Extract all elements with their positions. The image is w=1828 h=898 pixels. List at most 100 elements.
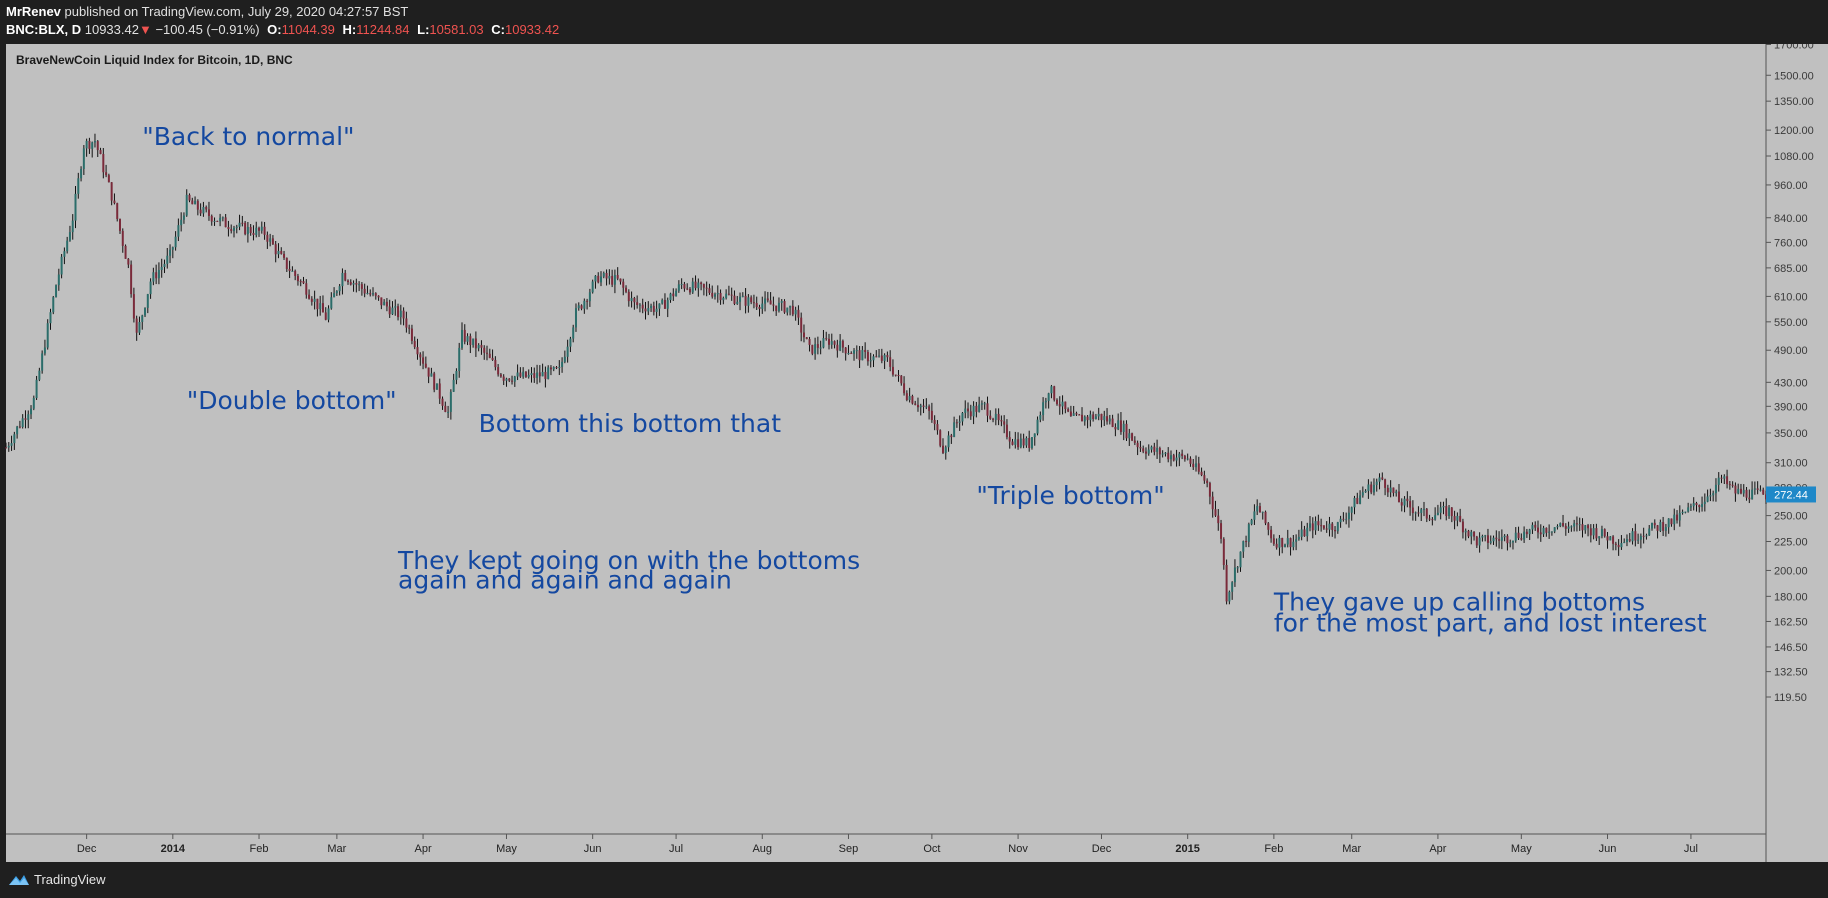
candle-body: [1587, 525, 1590, 529]
candle-body: [1128, 433, 1131, 439]
candle-body: [310, 298, 313, 302]
candle-body: [1631, 531, 1634, 542]
candle-body: [288, 268, 291, 271]
candle-body: [1556, 526, 1559, 528]
candle-body: [513, 376, 516, 382]
candle-body: [494, 359, 497, 368]
y-tick-label: 1080.00: [1774, 151, 1814, 163]
x-tick-label: Feb: [1264, 843, 1283, 855]
candle-body: [980, 403, 983, 405]
y-tick-label: 200.00: [1774, 565, 1808, 577]
candle-body: [989, 415, 992, 419]
candle-body: [480, 344, 483, 348]
candle-body: [786, 307, 789, 313]
candle-body: [1231, 582, 1234, 592]
candle-body: [1709, 495, 1712, 497]
candle-body: [1253, 511, 1256, 520]
candle-body: [764, 298, 767, 304]
annotation-text: "Back to normal": [142, 122, 354, 151]
candle-body: [1297, 536, 1300, 540]
candle-body: [1617, 544, 1620, 548]
candle-body: [675, 290, 678, 297]
candle-body: [1172, 455, 1175, 461]
y-tick-label: 760.00: [1774, 237, 1808, 249]
candle-body: [1258, 506, 1261, 513]
candle-body: [619, 278, 622, 282]
annotation-text: for the most part, and lost interest: [1274, 608, 1707, 637]
candle-body: [463, 329, 466, 342]
candle-body: [747, 297, 750, 306]
candle-body: [583, 300, 586, 309]
candle-body: [1303, 529, 1306, 537]
candle-body: [1528, 529, 1531, 535]
candle-body: [1434, 515, 1437, 520]
candle-body: [1317, 521, 1320, 526]
price-axis[interactable]: [1766, 44, 1828, 862]
candle-body: [105, 172, 108, 176]
candle-body: [622, 281, 625, 288]
candle-body: [1314, 521, 1317, 531]
candle-body: [688, 288, 691, 293]
candle-body: [802, 332, 805, 338]
candle-body: [1414, 512, 1417, 514]
candle-body: [1384, 479, 1387, 488]
candle-body: [766, 298, 769, 301]
tradingview-brand[interactable]: TradingView: [34, 872, 106, 887]
candle-body: [636, 302, 639, 305]
candle-body: [1620, 543, 1623, 548]
candle-body: [369, 292, 372, 295]
candle-body: [380, 297, 383, 306]
candle-body: [408, 327, 411, 329]
candle-body: [1256, 506, 1259, 512]
candle-body: [1050, 386, 1053, 394]
candle-body: [77, 178, 80, 194]
candle-body: [41, 353, 44, 371]
candle-body: [338, 286, 341, 292]
tradingview-logo-icon: [9, 875, 29, 885]
candle-body: [1275, 543, 1278, 548]
published-text: published on TradingView.com, July 29, 2…: [64, 4, 409, 19]
candle-body: [1456, 515, 1459, 521]
author-name[interactable]: MrRenev: [6, 4, 61, 19]
candle-body: [569, 338, 572, 347]
candle-body: [1642, 535, 1645, 537]
annotation-text: Bottom this bottom that: [479, 409, 782, 438]
candle-body: [816, 344, 819, 348]
candle-body: [922, 405, 925, 407]
candle-body: [1470, 531, 1473, 537]
candle-body: [1523, 531, 1526, 540]
candle-body: [241, 222, 244, 224]
y-tick-label: 1350.00: [1774, 96, 1814, 108]
candle-body: [1139, 447, 1142, 449]
y-tick-label: 1500.00: [1774, 70, 1814, 82]
price-chart[interactable]: 119.50 132.50 146.50 162.50 180.00 200.00 225.…: [0, 44, 1828, 862]
candle-body: [736, 301, 739, 304]
candle-body: [1475, 536, 1478, 546]
candle-body: [1548, 531, 1551, 533]
candle-body: [702, 284, 705, 288]
time-axis[interactable]: [6, 834, 1766, 862]
candle-body: [1272, 538, 1275, 544]
candle-body: [1094, 416, 1097, 419]
candle-body: [424, 363, 427, 368]
candle-body: [246, 227, 249, 235]
candle-body: [741, 295, 744, 297]
candle-body: [124, 245, 127, 259]
candle-body: [363, 288, 366, 294]
x-tick-label: 2015: [1175, 843, 1199, 855]
candle-body: [7, 445, 10, 448]
candle-body: [1731, 484, 1734, 486]
candle-body: [477, 344, 480, 349]
candle-body: [530, 373, 533, 375]
candle-body: [1603, 529, 1606, 537]
candle-body: [789, 305, 792, 308]
candle-body: [1250, 519, 1253, 525]
candle-body: [491, 357, 494, 360]
candle-body: [841, 340, 844, 348]
candle-body: [1022, 438, 1025, 446]
candle-body: [99, 150, 102, 155]
x-tick-label: Dec: [1092, 843, 1112, 855]
candle-body: [1106, 416, 1109, 422]
plot-area[interactable]: [6, 44, 1766, 834]
candle-body: [549, 367, 552, 370]
